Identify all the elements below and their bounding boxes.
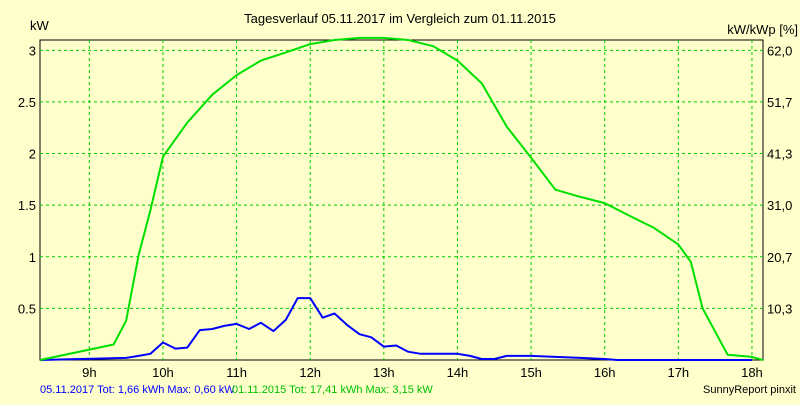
y-axis-right-label: kW/kWp [%] [727, 22, 798, 37]
footer-series-2-summary: 01.11.2015 Tot: 17,41 kWh Max: 3,15 kW [232, 384, 433, 396]
series-line-2 [39, 36, 764, 361]
y-tick-label-left: 2 [29, 147, 36, 162]
y-tick-label-left: 1.5 [18, 198, 36, 213]
x-tick-label: 9h [82, 365, 96, 380]
x-tick-label: 14h [447, 365, 469, 380]
y-tick-label-left: 1 [29, 250, 36, 265]
x-tick-label: 17h [667, 365, 689, 380]
tick-labels: 9h 10h 11h 12h 13h 14h 15h 16h 17h 18h 0.5 1 1.5 2 2.5… [18, 43, 792, 380]
y-tick-label-left: 3 [29, 43, 36, 58]
series-group [39, 36, 764, 361]
y-tick-label-right: 20,7 [767, 250, 792, 265]
plot-area [39, 39, 764, 361]
y-tick-label-left: 0.5 [18, 301, 36, 316]
y-tick-label-right: 31,0 [767, 198, 792, 213]
footer: 05.11.2017 Tot: 1,66 kWh Max: 0,60 kW 01… [0, 380, 800, 400]
x-tick-label: 12h [299, 365, 321, 380]
y-axis-left-label: kW [30, 18, 50, 33]
x-tick-label: 18h [741, 365, 763, 380]
y-tick-label-right: 41,3 [767, 147, 792, 162]
y-tick-label-right: 51,7 [767, 95, 792, 110]
y-tick-label-left: 2.5 [18, 95, 36, 110]
chart-title: Tagesverlauf 05.11.2017 im Vergleich zum… [244, 11, 556, 26]
footer-series-1-summary: 05.11.2017 Tot: 1,66 kWh Max: 0,60 kW [40, 384, 235, 396]
y-tick-label-right: 10,3 [767, 301, 792, 316]
x-tick-label: 16h [594, 365, 616, 380]
grid-lines [40, 40, 763, 360]
y-tick-label-right: 62,0 [767, 43, 792, 58]
footer-credit: SunnyReport pinxit [703, 384, 796, 396]
x-tick-label: 13h [373, 365, 395, 380]
x-tick-label: 11h [226, 365, 247, 380]
series-line-1 [39, 297, 752, 361]
x-tick-label: 15h [520, 365, 542, 380]
x-tick-label: 10h [152, 365, 174, 380]
